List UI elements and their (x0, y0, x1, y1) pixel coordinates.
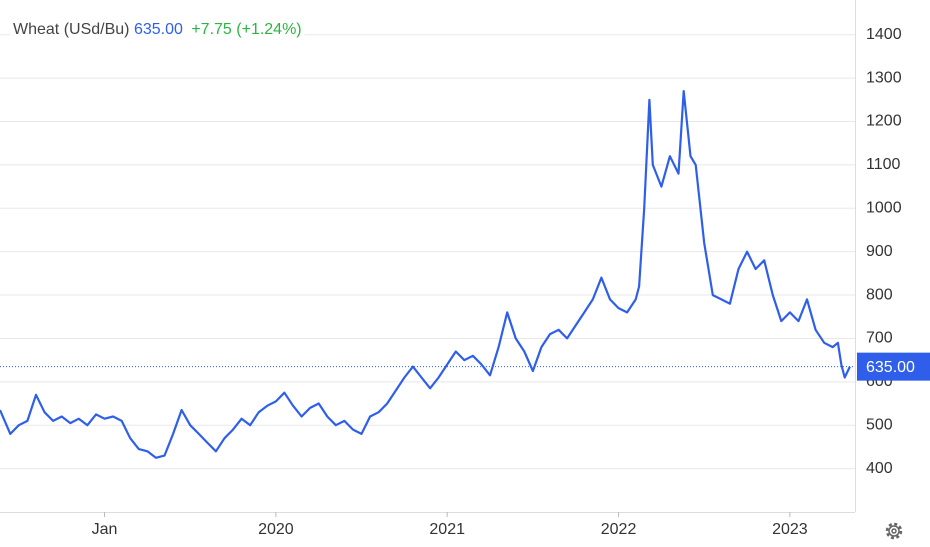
x-tick-label: Jan (92, 521, 118, 538)
y-tick-label: 1200 (866, 113, 902, 130)
y-tick-label: 1300 (866, 69, 902, 86)
y-tick-label: 700 (866, 330, 893, 347)
last-price: 635.00 (133, 21, 183, 38)
settings-icon[interactable] (885, 522, 903, 540)
price-line (0, 90, 851, 459)
y-tick-label: 1100 (866, 156, 901, 173)
y-tick-label: 900 (866, 243, 893, 260)
x-tick-label: 2020 (258, 521, 294, 538)
y-tick-label: 800 (866, 286, 893, 303)
change: +7.75 (191, 21, 232, 38)
change-pct: (+1.24%) (236, 21, 302, 38)
header: Wheat (USd/Bu) 635.00 +7.75 (+1.24%) (10, 20, 305, 40)
x-tick-label: 2022 (601, 521, 637, 538)
y-tick-label: 1400 (866, 26, 902, 43)
title: Wheat (USd/Bu) (13, 21, 130, 38)
y-tick-label: 500 (866, 416, 893, 433)
x-tick-label: 2021 (429, 521, 465, 538)
x-tick-label: 2023 (772, 521, 808, 538)
y-tick-label: 400 (866, 460, 893, 477)
last-price-box (857, 352, 930, 381)
last-price-label: 635.00 (866, 359, 915, 376)
y-tick-label: 1000 (866, 199, 902, 216)
